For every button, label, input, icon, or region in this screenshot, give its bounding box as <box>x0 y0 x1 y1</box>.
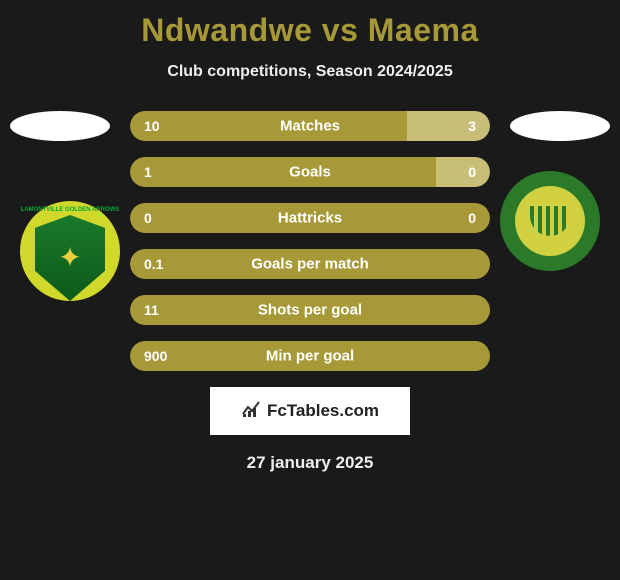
club-crest-right <box>500 171 600 271</box>
player-right-ellipse <box>510 111 610 141</box>
stat-value-left: 10 <box>144 118 160 134</box>
stat-row: 900 Min per goal <box>130 341 490 371</box>
stat-label: Min per goal <box>266 348 354 365</box>
club-crest-left: LAMONTVILLE GOLDEN ARROWS ✦ <box>20 201 120 301</box>
stat-value-left: 0.1 <box>144 256 163 272</box>
date-text: 27 january 2025 <box>0 453 620 473</box>
stat-bar-left <box>130 111 407 141</box>
stat-bar-right <box>407 111 490 141</box>
stat-value-right: 0 <box>468 164 476 180</box>
content-area: LAMONTVILLE GOLDEN ARROWS ✦ 103Matches10… <box>0 111 620 473</box>
stat-row: 1 0 Goals <box>130 157 490 187</box>
stat-label: Matches <box>280 118 340 135</box>
stat-bar-left <box>130 157 436 187</box>
stat-row: 11 Shots per goal <box>130 295 490 325</box>
stat-row: 0 0 Hattricks <box>130 203 490 233</box>
stat-value-left: 0 <box>144 210 152 226</box>
stat-label: Hattricks <box>278 210 342 227</box>
subtitle: Club competitions, Season 2024/2025 <box>0 63 620 81</box>
stat-value-right: 3 <box>468 118 476 134</box>
stat-value-left: 1 <box>144 164 152 180</box>
stat-value-right: 0 <box>468 210 476 226</box>
chart-icon <box>241 400 261 423</box>
stat-label: Shots per goal <box>258 302 362 319</box>
brand-text: FcTables.com <box>267 401 379 421</box>
brand-box: FcTables.com <box>210 387 410 435</box>
stat-value-left: 11 <box>144 302 159 318</box>
page-title: Ndwandwe vs Maema <box>0 0 620 49</box>
player-left-ellipse <box>10 111 110 141</box>
stat-label: Goals per match <box>251 256 369 273</box>
stat-row: 10 3 Matches <box>130 111 490 141</box>
stat-label: Goals <box>289 164 331 181</box>
stat-bars: 103Matches10Goals00Hattricks0.1Goals per… <box>130 111 490 371</box>
stat-bar-right <box>436 157 490 187</box>
stat-value-left: 900 <box>144 348 167 364</box>
stat-row: 0.1 Goals per match <box>130 249 490 279</box>
